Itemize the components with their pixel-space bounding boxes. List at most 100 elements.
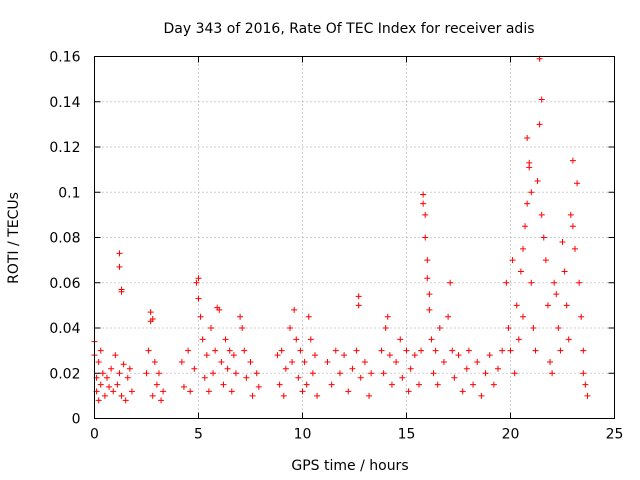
data-point <box>424 257 431 264</box>
data-point <box>118 392 125 399</box>
x-tick-labels: 0 5 10 15 20 25 <box>90 427 623 443</box>
data-point <box>97 347 104 354</box>
data-point <box>418 347 425 354</box>
data-point <box>528 189 535 196</box>
data-point <box>220 381 227 388</box>
data-point <box>297 347 304 354</box>
y-tick-label: 0.1 <box>58 185 80 201</box>
data-point <box>239 325 246 331</box>
data-point <box>503 279 510 286</box>
data-point <box>447 279 454 286</box>
data-point <box>195 295 202 302</box>
data-point <box>544 302 551 309</box>
data-point <box>151 358 158 365</box>
data-point <box>128 388 135 395</box>
data-point <box>195 275 202 282</box>
data-point <box>212 347 219 354</box>
data-point <box>557 347 564 354</box>
data-point <box>451 374 458 381</box>
data-point <box>426 291 433 298</box>
data-point <box>388 381 395 388</box>
data-point <box>584 392 591 399</box>
data-point <box>228 388 235 395</box>
data-point <box>218 358 225 365</box>
data-point <box>282 365 289 372</box>
data-point <box>207 325 214 331</box>
y-tick-label: 0.02 <box>49 366 80 382</box>
data-point <box>336 370 343 377</box>
data-point <box>436 325 443 331</box>
data-point <box>426 306 433 313</box>
x-tick-label: 0 <box>90 427 99 443</box>
data-point <box>280 392 287 399</box>
data-point <box>116 250 123 257</box>
chart-title: Day 343 of 2016, Rate Of TEC Index for r… <box>163 21 534 37</box>
data-point <box>432 347 439 354</box>
data-point <box>210 370 217 377</box>
data-point <box>474 358 481 365</box>
data-point <box>95 358 102 365</box>
data-point <box>97 381 104 388</box>
data-point <box>507 347 514 354</box>
data-point <box>522 223 529 230</box>
data-point <box>241 347 248 354</box>
data-point <box>366 392 373 399</box>
data-point <box>549 370 556 377</box>
data-point <box>309 370 316 377</box>
data-point <box>299 388 306 395</box>
data-point <box>542 257 549 264</box>
data-point <box>353 347 360 354</box>
y-tick-label: 0 <box>72 412 81 428</box>
data-point <box>274 352 281 359</box>
data-point <box>384 313 391 320</box>
data-point <box>255 383 262 390</box>
gridlines <box>94 56 615 419</box>
data-point <box>291 306 298 313</box>
x-tick-label: 15 <box>398 427 416 443</box>
data-point <box>145 347 152 354</box>
data-point <box>499 347 506 354</box>
data-point <box>519 245 526 252</box>
data-point <box>580 370 587 377</box>
data-point <box>178 358 185 365</box>
data-point <box>445 313 452 320</box>
data-point <box>368 370 375 377</box>
data-point <box>324 358 331 365</box>
data-point <box>407 365 414 372</box>
data-point <box>149 315 156 322</box>
data-point <box>569 223 576 230</box>
y-tick-label: 0.06 <box>49 276 80 292</box>
data-point <box>249 392 256 399</box>
data-point <box>311 352 318 359</box>
plot-frame <box>94 56 615 419</box>
data-point <box>415 381 422 388</box>
data-point <box>203 352 210 359</box>
y-tick-label: 0.04 <box>49 321 80 337</box>
data-point <box>449 347 456 354</box>
data-point <box>478 392 485 399</box>
data-point <box>378 347 385 354</box>
data-point <box>108 365 115 372</box>
data-point <box>411 352 418 359</box>
data-point <box>440 358 447 365</box>
data-point <box>519 313 526 320</box>
data-point <box>205 388 212 395</box>
data-point <box>126 365 133 372</box>
data-point <box>357 374 364 381</box>
data-point <box>567 211 574 218</box>
data-point <box>430 370 437 377</box>
data-point <box>578 313 585 320</box>
data-point <box>103 374 110 381</box>
data-point <box>158 397 165 404</box>
data-point <box>216 306 223 313</box>
data-point <box>420 191 427 198</box>
data-point <box>116 263 123 270</box>
data-point <box>101 392 108 399</box>
data-point <box>580 347 587 354</box>
data-point <box>459 388 466 395</box>
data-point <box>314 392 321 399</box>
x-tick-label: 25 <box>606 427 624 443</box>
data-point <box>253 370 260 377</box>
data-point <box>307 336 314 343</box>
data-point <box>551 279 558 286</box>
